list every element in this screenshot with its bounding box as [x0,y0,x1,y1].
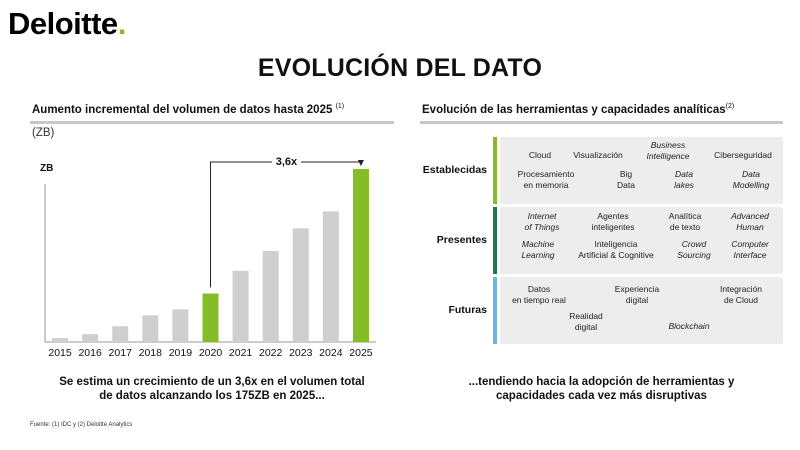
tool-item: Procesamiento en memoria [517,169,575,190]
tool-item: Visualización [573,150,623,160]
row-label-establecidas: Establecidas [422,163,487,176]
bar-2024 [322,211,339,342]
tool-item: Data Modelling [732,169,770,190]
bar-2019 [172,309,189,342]
page-title: EVOLUCIÓN DEL DATO [257,54,543,82]
row-accent-bar [493,207,497,274]
tool-item: Analítica de texto [668,211,702,232]
right-section-title: Evolución de las herramientas y capacida… [422,103,735,116]
right-caption: ...tendiendo hacia la adopción de herram… [468,376,735,402]
x-tick-2016: 2016 [78,347,102,359]
growth-annotation: 3,6x [271,156,302,168]
y-axis-label: ZB [40,163,54,174]
tool-item: Experiencia digital [614,284,660,305]
tool-item: Cloud [528,150,552,160]
tool-item: Agentes inteligentes [591,211,635,232]
tool-item: Machine Learning [521,239,555,260]
deloitte-logo: Deloitte. [8,6,126,41]
tool-item: Ciberseguridad [714,150,772,160]
x-tick-2022: 2022 [259,347,283,359]
tools-panel-presentes [500,207,783,274]
x-tick-2015: 2015 [48,347,72,359]
row-label-presentes: Presentes [436,233,487,246]
bar-2022 [262,251,279,342]
tool-item: Internet of Things [524,211,560,232]
arrow-head-icon [357,159,364,166]
tool-item: Business Intelligence [646,140,690,161]
tool-item: Crowd Sourcing [677,239,711,260]
row-accent-bar [493,137,497,204]
row-label-futuras: Futuras [448,303,487,316]
unit-label: (ZB) [32,127,55,139]
tool-item: Datos en tiempo real [512,284,566,305]
left-section-title: Aumento incremental del volumen de datos… [32,103,345,116]
x-tick-2020: 2020 [199,347,223,359]
bar-2020 [202,293,219,342]
bar-2025 [352,168,369,342]
x-tick-2024: 2024 [319,347,343,359]
tools-panel-futuras [500,277,783,344]
left-divider [30,121,394,124]
bar-2021 [232,270,249,342]
bar-2018 [142,315,159,342]
x-tick-2025: 2025 [349,347,373,359]
x-tick-2021: 2021 [229,347,253,359]
tool-item: Inteligencia Artificial & Cognitive [578,239,654,260]
bar-2017 [112,326,129,342]
right-divider [420,121,783,124]
x-tick-2018: 2018 [139,347,163,359]
x-tick-2023: 2023 [289,347,313,359]
tool-item: Blockchain [668,321,710,331]
row-accent-bar [493,277,497,344]
bar-2023 [292,228,309,342]
tool-item: Advanced Human [731,211,769,232]
tools-panel-establecidas [500,137,783,204]
source-note: Fuente: (1) IDC y (2) Deloitte Analytics [30,422,133,428]
bar-2016 [82,334,99,342]
tool-item: Realidad digital [569,311,603,332]
x-tick-2019: 2019 [169,347,193,359]
tool-item: Integración de Cloud [719,284,763,305]
tool-item: Big Data [617,169,635,190]
bar-2015 [52,338,69,342]
tool-item: Computer Interface [731,239,769,260]
left-caption: Se estima un crecimiento de un 3,6x en e… [59,376,365,402]
tool-item: Data lakes [674,169,694,190]
x-tick-2017: 2017 [109,347,133,359]
